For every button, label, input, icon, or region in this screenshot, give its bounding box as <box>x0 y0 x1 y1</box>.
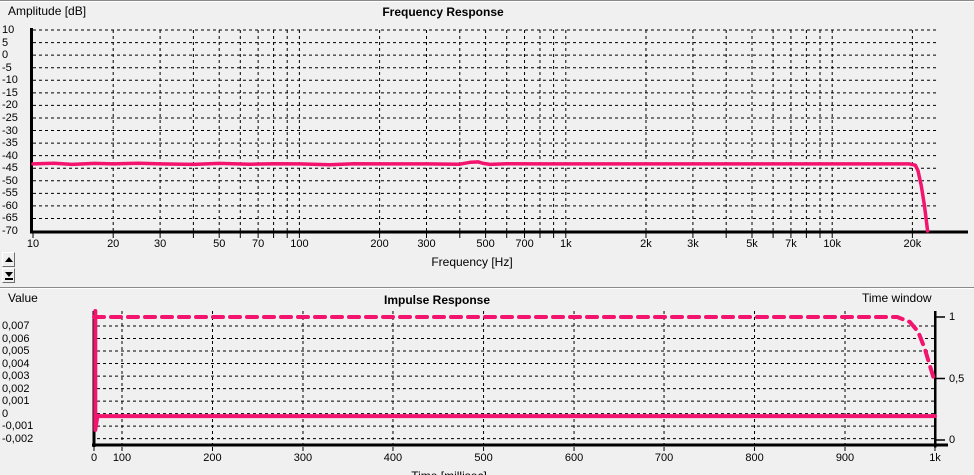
freq-x-tick-label: 20 <box>107 238 120 250</box>
down-triangle-bar <box>4 277 13 280</box>
impulse-x-tick-label: 700 <box>654 452 674 464</box>
impulse-x-tick-label: 400 <box>383 452 403 464</box>
impulse-y-tick-label: 0 <box>2 407 9 420</box>
panel-top-edge-highlight <box>0 1 974 2</box>
impulse-x-tick-label: 1k <box>929 452 941 464</box>
freq-y-tick-label: -65 <box>2 212 18 225</box>
frequency-response-curve <box>31 160 930 233</box>
panel-divider-highlight <box>0 288 974 289</box>
freq-y-tick-label: 0 <box>2 49 9 62</box>
time-window-tick-label: 1 <box>949 311 956 323</box>
freq-y-tick-label: -40 <box>2 149 18 162</box>
freq-y-axis-title: Amplitude [dB] <box>8 4 87 18</box>
freq-x-tick-label: 10k <box>823 238 842 250</box>
impulse-y-tick-label: 0,003 <box>2 370 30 383</box>
freq-chart-title: Frequency Response <box>382 5 504 19</box>
freq-y-tick-label: -20 <box>2 99 18 112</box>
time-window-tick-label: 0 <box>949 434 956 446</box>
freq-y-tick-label: -10 <box>2 74 18 87</box>
freq-y-tick-label: -45 <box>2 162 18 175</box>
scale-up-button[interactable] <box>2 252 15 267</box>
impulse-x-tick-label: 900 <box>835 452 855 464</box>
time-window-tick-label: 0,5 <box>949 372 965 385</box>
impulse-y-tick-label: 0,007 <box>2 320 30 332</box>
freq-x-tick-label: 5k <box>746 238 758 250</box>
freq-x-tick-label: 20k <box>903 238 922 250</box>
impulse-y-tick-label: -0,002 <box>2 432 34 445</box>
impulse-x-axis-line <box>92 443 948 447</box>
freq-x-tick-label: 700 <box>515 238 534 250</box>
up-triangle-icon <box>4 257 13 262</box>
panel-divider <box>0 287 974 288</box>
freq-x-tick-label: 30 <box>153 238 167 250</box>
impulse-x-tick-label: 500 <box>474 452 493 464</box>
down-triangle-icon <box>4 271 13 277</box>
freq-y-tick-label: -55 <box>2 187 18 200</box>
time-window-axis-title: Time window <box>862 291 932 305</box>
freq-y-tick-label: -5 <box>2 61 12 74</box>
impulse-y-tick-label: 0,006 <box>2 332 30 345</box>
time-window-curve <box>92 315 937 385</box>
freq-y-tick-label: 5 <box>2 36 9 49</box>
freq-y-tick-label: 10 <box>2 24 15 36</box>
impulse-response-plot-area[interactable] <box>94 311 935 445</box>
impulse-y-tick-label: 0,005 <box>2 345 30 358</box>
impulse-y-tick-label: 0,004 <box>2 357 30 370</box>
freq-y-tick-label: -35 <box>2 137 18 150</box>
freq-x-tick-label: 200 <box>370 238 389 250</box>
freq-x-axis-line <box>30 230 968 234</box>
freq-x-tick-label: 2k <box>640 238 652 250</box>
freq-x-tick-label: 7k <box>785 238 797 250</box>
impulse-x-tick-label: 200 <box>203 452 222 464</box>
freq-x-tick-label: 300 <box>417 238 436 250</box>
freq-x-tick-label: 10 <box>26 238 40 250</box>
impulse-y-tick-label: 0,001 <box>2 395 30 408</box>
time-window-axis-line <box>934 311 937 448</box>
scale-down-button[interactable] <box>2 268 15 283</box>
impulse-x-tick-label: 800 <box>745 452 764 464</box>
impulse-x-tick-label: 600 <box>564 452 584 464</box>
impulse-x-tick-label: 100 <box>112 452 132 464</box>
freq-x-axis-title: Frequency [Hz] <box>431 255 513 269</box>
impulse-response-curve <box>93 309 937 432</box>
freq-x-tick-label: 500 <box>476 238 495 250</box>
freq-y-tick-label: -30 <box>2 124 18 137</box>
freq-x-tick-label: 3k <box>687 238 699 250</box>
freq-y-tick-label: -25 <box>2 111 18 124</box>
freq-x-tick-label: 100 <box>290 238 309 250</box>
impulse-x-axis-title: Time [millisec] <box>389 470 509 475</box>
amplitude-scale-spinner <box>2 252 16 284</box>
impulse-y-tick-label: -0,001 <box>2 420 34 433</box>
freq-x-tick-label: 70 <box>252 238 265 250</box>
freq-y-tick-label: -70 <box>2 225 18 237</box>
freq-x-tick-label: 50 <box>213 238 226 250</box>
impulse-y-tick-label: 0,002 <box>2 382 30 395</box>
impulse-x-tick-label: 300 <box>293 452 313 464</box>
impulse-y-axis-title: Value <box>8 291 38 305</box>
freq-y-tick-label: -60 <box>2 199 18 212</box>
freq-y-tick-label: -50 <box>2 174 18 187</box>
freq-y-tick-label: -15 <box>2 86 18 99</box>
freq-x-tick-label: 1k <box>559 238 572 250</box>
impulse-x-tick-label: 0 <box>90 452 98 464</box>
impulse-chart-title: Impulse Response <box>383 293 491 307</box>
panel-top-edge-shadow <box>0 0 974 1</box>
frequency-response-plot-area[interactable] <box>33 30 968 231</box>
freq-y-axis-line <box>30 28 33 233</box>
